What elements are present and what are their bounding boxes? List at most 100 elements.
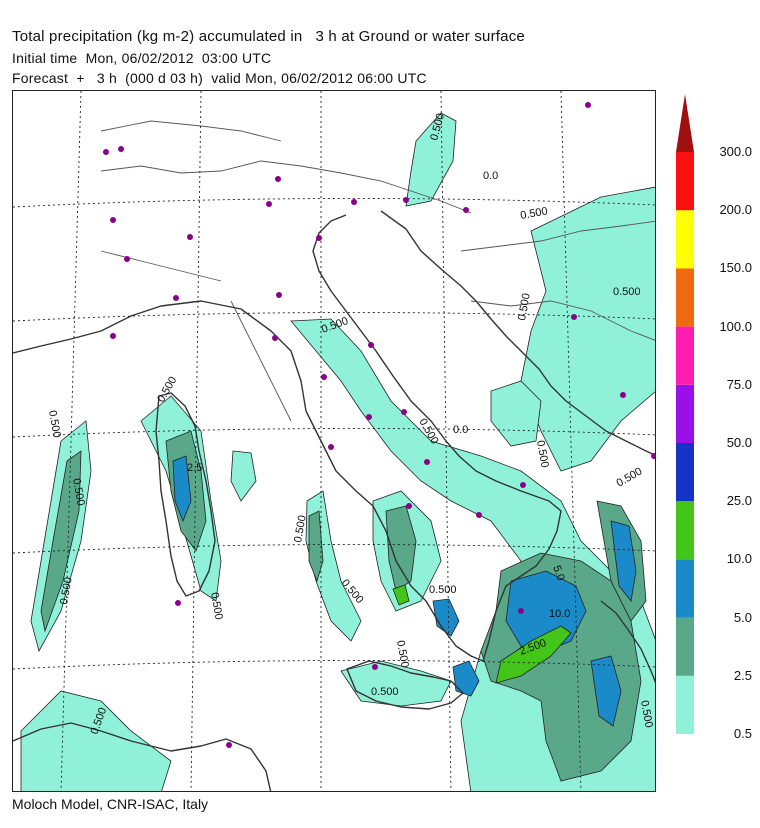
colorbar-top-arrow <box>676 94 694 152</box>
precip-area-tyrrhenian-inner <box>308 510 324 583</box>
precip-area-sicily-core <box>452 660 480 697</box>
precip-area-ionian-max <box>495 625 572 684</box>
city-marker <box>463 207 469 213</box>
city-marker <box>272 335 278 341</box>
colorbar-tick-label: 300.0 <box>719 144 752 159</box>
map-canvas: 0.500 0.0 0.500 0.500 0.500 0.500 0.500 0.500 0.… <box>13 91 655 791</box>
contour-label: 0.500 <box>638 699 655 728</box>
city-marker <box>124 256 130 262</box>
city-marker <box>620 392 626 398</box>
coast-africa <box>13 722 272 791</box>
precip-area-ionian-south <box>590 655 622 727</box>
city-marker <box>571 314 577 320</box>
city-marker <box>585 102 591 108</box>
city-marker <box>187 234 193 240</box>
city-marker <box>520 482 526 488</box>
city-marker <box>103 149 109 155</box>
contour-label: 0.500 <box>208 591 225 620</box>
colorbar-tick-label: 75.0 <box>726 376 752 392</box>
precip-area-sicily <box>340 660 452 707</box>
coastlines <box>13 210 655 791</box>
contour-label: 0.500 <box>613 286 641 298</box>
border-italy-regions <box>230 300 292 422</box>
city-marker <box>118 146 124 152</box>
contour-label: 0.500 <box>58 576 75 605</box>
lon-line-1 <box>60 91 82 791</box>
lon-line-5 <box>560 91 582 791</box>
coast-adriatic-east <box>380 210 655 456</box>
colorbar-band <box>676 501 694 560</box>
border-balkans-2 <box>470 300 655 341</box>
lon-line-4 <box>440 91 452 791</box>
coast-italy-west <box>13 214 562 662</box>
city-marker <box>266 201 272 207</box>
contour-label: 0.500 <box>519 205 548 222</box>
city-marker <box>275 176 281 182</box>
colorbar-band <box>676 384 694 443</box>
lat-line-3 <box>13 428 655 438</box>
graticule <box>13 91 655 791</box>
precip-area-corsica-core <box>172 455 192 523</box>
colorbar-tick-label: 5.0 <box>733 609 752 625</box>
city-marker <box>226 742 232 748</box>
lat-line-5 <box>13 660 655 670</box>
city-marker <box>406 503 412 509</box>
colorbar-band <box>676 152 694 211</box>
city-marker <box>403 197 409 203</box>
contour-label: 0.500 <box>155 375 179 405</box>
city-marker <box>175 600 181 606</box>
contour-label: 0.500 <box>46 409 63 438</box>
model-credit: Moloch Model, CNR-ISAC, Italy <box>12 796 209 812</box>
city-marker <box>173 295 179 301</box>
colorbar <box>676 94 694 734</box>
colorbar-band <box>676 268 694 327</box>
city-marker <box>321 374 327 380</box>
coast-sicily <box>346 660 464 710</box>
border-balkans <box>460 220 655 252</box>
precip-area-calabria-core <box>610 520 637 602</box>
city-marker <box>476 512 482 518</box>
forecast-valid-time: Forecast + 3 h (000 d 03 h) valid Mon, 0… <box>12 70 427 86</box>
city-marker <box>351 199 357 205</box>
colorbar-tick-label: 2.5 <box>733 667 752 683</box>
city-marker <box>110 217 116 223</box>
contour-label: 0.500 <box>371 686 399 698</box>
city-marker <box>328 444 334 450</box>
contour-label: 0.500 <box>615 465 645 489</box>
colorbar-tick-label: 0.5 <box>733 726 752 741</box>
city-marker <box>651 453 655 459</box>
contour-label: 5.0 <box>550 564 567 582</box>
precipitation-map: 0.500 0.0 0.500 0.500 0.500 0.500 0.500 0.500 0.… <box>12 90 656 792</box>
city-marker <box>316 235 322 241</box>
city-marker <box>276 292 282 298</box>
colorbar-band <box>676 210 694 269</box>
colorbar-tick-label: 200.0 <box>719 202 752 218</box>
city-marker <box>366 414 372 420</box>
precip-area-campania-core <box>432 598 460 637</box>
contour-label: 0.0 <box>453 424 468 436</box>
colorbar-tick-label: 150.0 <box>719 260 752 276</box>
precip-area-africa-coast <box>20 690 172 791</box>
contour-label: 0.500 <box>70 477 87 506</box>
lat-line-4 <box>13 544 655 554</box>
colorbar-band <box>676 559 694 618</box>
colorbar-tick-label: 50.0 <box>726 435 752 450</box>
precip-band-10-0 <box>392 584 572 684</box>
contour-label: 0.500 <box>534 439 551 468</box>
contour-label: 10.0 <box>549 608 570 620</box>
contour-label: 2.5 <box>187 462 202 474</box>
precip-area-sardinia-south <box>230 450 257 502</box>
border-alps <box>100 160 472 214</box>
colorbar-tick-label: 100.0 <box>719 318 752 334</box>
coast-sardinia <box>155 392 216 597</box>
map-title: Total precipitation (kg m-2) accumulated… <box>12 28 525 45</box>
precip-area-adriatic-east <box>520 186 655 472</box>
contour-label: 0.0 <box>483 170 498 182</box>
city-marker <box>518 608 524 614</box>
initial-time: Initial time Mon, 06/02/2012 03:00 UTC <box>12 50 272 66</box>
coast-greece <box>600 600 655 683</box>
precip-area-campania-max <box>392 584 410 606</box>
border-central <box>100 250 222 282</box>
contour-label: 0.500 <box>429 584 457 596</box>
colorbar-band <box>676 617 694 676</box>
